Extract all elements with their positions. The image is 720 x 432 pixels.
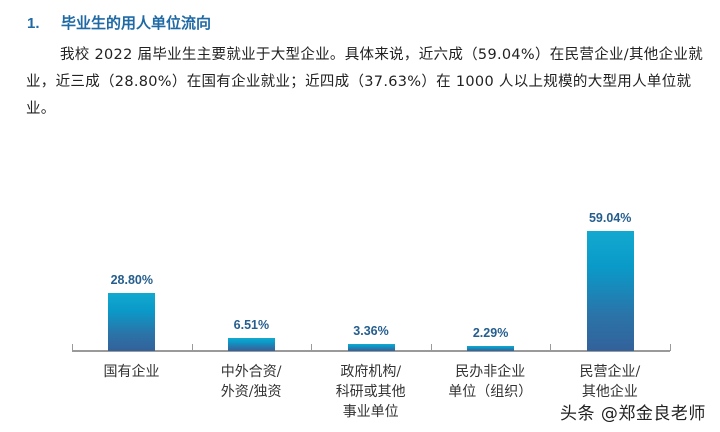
- bar: [227, 337, 275, 351]
- bar: [108, 292, 156, 351]
- category-label: 民营企业/其他企业: [579, 364, 641, 400]
- category-label: 国有企业: [103, 364, 160, 380]
- section-heading: 1. 毕业生的用人单位流向: [27, 12, 211, 33]
- x-axis-tick: [72, 344, 73, 351]
- bar-value-label: 2.29%: [472, 326, 509, 341]
- bar-value-label: 28.80%: [110, 272, 153, 287]
- category-label: 政府机构/科研或其他 事业单位: [335, 364, 406, 420]
- section-number: 1.: [27, 15, 40, 32]
- category-label: 民办非企业 单位（组织）: [448, 364, 533, 400]
- bar: [467, 346, 515, 351]
- watermark: 头条 @郑金良老师: [560, 404, 706, 424]
- x-axis-tick: [430, 344, 432, 351]
- x-axis-tick: [191, 344, 193, 351]
- category-label: 中外合资/外资/独资: [220, 364, 282, 400]
- bar: [586, 231, 634, 351]
- bar-value-label: 6.51%: [233, 317, 270, 332]
- bar-value-label: 59.04%: [588, 211, 632, 226]
- bar: [347, 344, 395, 351]
- section-title: 毕业生的用人单位流向: [61, 14, 212, 32]
- summary-paragraph: 我校 2022 届毕业生主要就业于大型企业。具体来说，近六成（59.04%）在民…: [26, 47, 703, 117]
- bar-value-label: 3.36%: [353, 324, 389, 339]
- x-axis-tick: [670, 344, 671, 351]
- x-axis-tick: [311, 344, 313, 351]
- x-axis-tick: [550, 344, 552, 351]
